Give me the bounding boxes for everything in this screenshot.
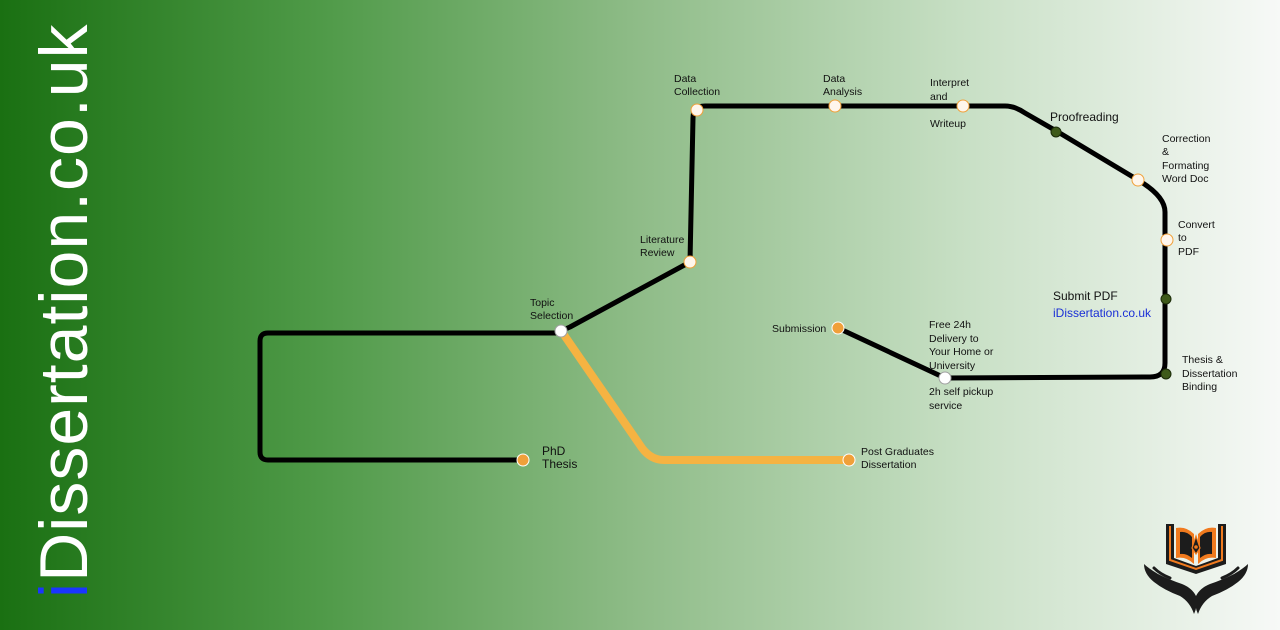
label-data-analysis: Data Analysis bbox=[823, 73, 862, 98]
label-pickup: 2h self pickup service bbox=[929, 386, 996, 412]
postgrad-route-line bbox=[558, 328, 853, 464]
station-convert bbox=[1160, 233, 1174, 247]
open-book-hands-icon bbox=[1144, 524, 1248, 614]
station-proofreading bbox=[1050, 126, 1062, 138]
label-topic-selection: Topic Selection bbox=[530, 297, 573, 322]
station-data-analysis bbox=[828, 99, 842, 113]
station-submission bbox=[831, 321, 845, 335]
label-interpret: Interpret and Writeup bbox=[930, 77, 972, 130]
station-data-collection bbox=[690, 103, 704, 117]
label-submission: Submission bbox=[772, 323, 826, 335]
label-phd: PhD Thesis bbox=[542, 444, 577, 471]
station-literature-review bbox=[683, 255, 697, 269]
submit-pdf-link[interactable]: iDissertation.co.uk bbox=[1053, 306, 1152, 320]
station-phd bbox=[516, 453, 530, 467]
label-data-collection: Data Collection bbox=[674, 73, 720, 98]
station-interpret bbox=[956, 99, 970, 113]
station-delivery bbox=[938, 371, 952, 385]
station-binding bbox=[1160, 368, 1172, 380]
phd-route-line bbox=[257, 330, 561, 463]
label-delivery: Free 24h Delivery to Your Home or Univer… bbox=[929, 319, 996, 372]
station-correction bbox=[1131, 173, 1145, 187]
label-literature-review: Literature Review bbox=[640, 234, 687, 259]
label-submit-pdf: Submit PDF bbox=[1053, 289, 1118, 303]
station-submit-pdf bbox=[1160, 293, 1172, 305]
label-postgrad: Post Graduates Dissertation bbox=[861, 446, 937, 471]
label-proofreading: Proofreading bbox=[1050, 110, 1119, 124]
label-convert: Convert to PDF bbox=[1178, 219, 1218, 258]
label-binding: Thesis & Dissertation Binding bbox=[1182, 354, 1240, 393]
station-postgrad bbox=[842, 453, 856, 467]
station-topic-selection bbox=[554, 324, 568, 338]
label-correction: Correction & Formating Word Doc bbox=[1162, 133, 1213, 185]
